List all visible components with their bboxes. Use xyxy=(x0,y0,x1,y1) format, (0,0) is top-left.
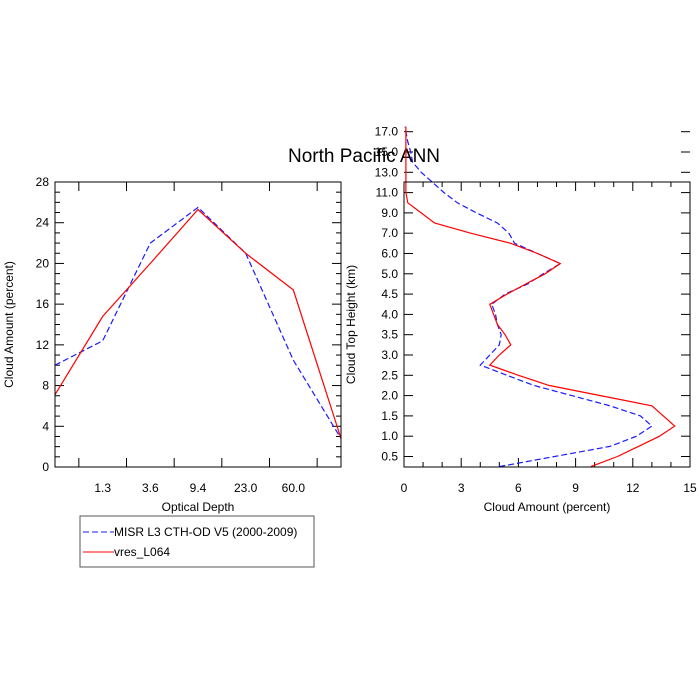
chart-title: North Pacific ANN xyxy=(288,146,440,167)
cloud-top-height-plot-area: 0.5 1.0 1.5 2.0 2.5 3.0 3.5 4.0 4.5 5.0 6.0 7.0 9.0 1… xyxy=(375,125,697,495)
optical-depth-plot-area: 0 4 8 12 16 20 24 28 1.3 3.6 9.4 23.0 60.0 xyxy=(36,175,342,495)
x-tick-label: 9 xyxy=(572,481,579,495)
legend-box xyxy=(79,515,315,568)
y-tick-label: 4 xyxy=(42,419,49,433)
y-tick-label: 7.0 xyxy=(381,226,398,240)
y-tick-label: 24 xyxy=(36,216,50,230)
y-tick-label: 2.0 xyxy=(381,389,398,403)
y-tick-label: 4.0 xyxy=(381,307,398,321)
y-tick-label: 1.5 xyxy=(381,409,398,423)
x-tick-label: 9.4 xyxy=(190,481,207,495)
y-tick-label: 1.0 xyxy=(381,429,398,443)
y-tick-label: 17.0 xyxy=(375,125,399,139)
optical-depth-x-axis-label: Optical Depth xyxy=(162,500,235,514)
y-tick-label: 2.5 xyxy=(381,368,398,382)
x-tick-label: 1.3 xyxy=(94,481,111,495)
y-tick-label: 13.0 xyxy=(375,165,399,179)
misr-series-line xyxy=(404,126,653,468)
y-tick-label: 6.0 xyxy=(381,247,398,261)
x-tick-label: 3 xyxy=(458,481,465,495)
cloud-top-height-plot-frame xyxy=(403,181,691,468)
x-tick-label: 15 xyxy=(683,481,697,495)
legend-label-model: vres_L064 xyxy=(114,545,170,559)
x-tick-label: 23.0 xyxy=(234,481,258,495)
y-tick-label: 8 xyxy=(42,379,49,393)
cloud-top-height-y-axis-label: Cloud Top Height (km) xyxy=(344,265,358,384)
y-tick-label: 0.5 xyxy=(381,450,398,464)
y-tick-label: 3.0 xyxy=(381,348,398,362)
x-tick-label: 60.0 xyxy=(282,481,306,495)
y-tick-label: 28 xyxy=(36,175,50,189)
model-series-line xyxy=(405,126,676,468)
x-tick-label: 0 xyxy=(401,481,408,495)
optical-depth-panel: 0 4 8 12 16 20 24 28 1.3 3.6 9.4 23.0 60.0 Optical D… xyxy=(2,175,342,514)
legend-label-misr: MISR L3 CTH-OD V5 (2000-2009) xyxy=(114,525,297,539)
y-tick-label: 16 xyxy=(36,297,50,311)
y-tick-label: 12 xyxy=(36,338,50,352)
optical-depth-y-axis-label: Cloud Amount (percent) xyxy=(2,261,16,388)
y-tick-label: 15.0 xyxy=(375,145,399,159)
cloud-top-height-panel: 0.5 1.0 1.5 2.0 2.5 3.0 3.5 4.0 4.5 5.0 6.0 7.0 9.0 1… xyxy=(344,125,697,514)
x-tick-label: 6 xyxy=(515,481,522,495)
y-tick-label: 9.0 xyxy=(381,206,398,220)
x-tick-label: 12 xyxy=(626,481,640,495)
cloud-top-height-x-axis-label: Cloud Amount (percent) xyxy=(484,500,611,514)
y-tick-label: 4.5 xyxy=(381,287,398,301)
y-tick-label: 20 xyxy=(36,256,50,270)
y-tick-label: 11.0 xyxy=(376,186,399,200)
y-tick-label: 3.5 xyxy=(381,328,398,342)
optical-depth-plot-frame xyxy=(54,181,342,468)
x-tick-label: 3.6 xyxy=(142,481,159,495)
model-series-line xyxy=(54,208,342,439)
y-tick-label: 0 xyxy=(42,460,49,474)
misr-series-line xyxy=(54,206,342,439)
y-tick-label: 5.0 xyxy=(381,267,398,281)
legend: MISR L3 CTH-OD V5 (2000-2009) vres_L064 xyxy=(79,515,315,568)
